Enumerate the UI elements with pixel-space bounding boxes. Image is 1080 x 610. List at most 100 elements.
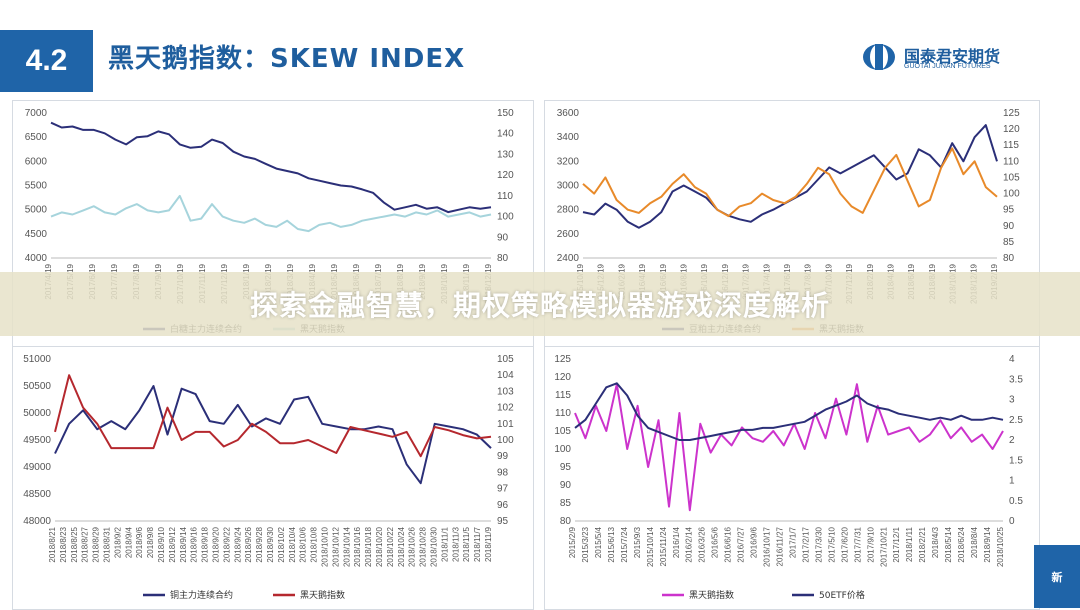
- x-tick-label: 2018/6/24: [957, 526, 966, 562]
- y-right-tick-label: 80: [497, 253, 509, 264]
- x-tick-label: 2018/10/12: [331, 526, 340, 567]
- x-tick-label: 2018/10/14: [342, 526, 351, 567]
- legend-label: 黑天鹅指数: [689, 589, 734, 601]
- y-right-tick-label: 95: [497, 516, 509, 527]
- x-tick-label: 2015/10/14: [646, 526, 655, 567]
- x-tick-label: 2018/9/20: [212, 526, 221, 562]
- x-tick-label: 2018/9/2: [113, 526, 122, 558]
- series-line-0: [50, 121, 492, 214]
- y-right-tick-label: 100: [497, 435, 514, 446]
- y-right-tick-label: 110: [497, 191, 513, 202]
- y-right-tick-label: 103: [497, 386, 514, 397]
- y-right-tick-label: 1.5: [1009, 455, 1023, 466]
- x-tick-label: 2018/10/22: [386, 526, 395, 567]
- x-tick-label: 2016/9/6: [750, 526, 759, 558]
- x-tick-label: 2018/1/11: [905, 526, 914, 562]
- y-left-tick-label: 2600: [557, 229, 580, 240]
- x-tick-label: 2018/9/24: [233, 526, 242, 562]
- y-right-tick-label: 102: [497, 403, 514, 414]
- x-tick-label: 2015/2/9: [568, 526, 577, 558]
- series-line-1: [574, 382, 1004, 441]
- x-tick-label: 2018/9/26: [244, 526, 253, 562]
- y-right-tick-label: 120: [1003, 124, 1020, 135]
- y-left-tick-label: 95: [560, 462, 572, 473]
- x-tick-label: 2016/7/27: [737, 526, 746, 562]
- legend-label: 50ETF价格: [819, 589, 865, 601]
- y-right-tick-label: 99: [497, 451, 509, 462]
- chart-copper-skew: 51000 50500 50000 49500 49000 48500 48000 105 10…: [12, 346, 534, 610]
- y-left-tick-label: 3000: [557, 181, 580, 192]
- y-right-tick-label: 120: [497, 170, 514, 181]
- y-left-tick-label: 90: [560, 480, 572, 491]
- corner-badge: 新: [1034, 545, 1080, 608]
- x-tick-label: 2015/3/23: [581, 526, 590, 562]
- legend-label: 黑天鹅指数: [300, 589, 345, 601]
- x-tick-label: 2018/8/31: [103, 526, 112, 562]
- y-left-tick-label: 51000: [23, 354, 51, 365]
- x-tick-label: 2018/10/28: [419, 526, 428, 567]
- x-tick-label: 2015/5/4: [594, 526, 603, 558]
- x-tick-label: 2017/6/20: [840, 526, 849, 562]
- x-tick-label: 2018/10/4: [288, 526, 297, 562]
- y-left-tick-label: 105: [554, 426, 571, 437]
- x-tick-label: 2018/8/27: [81, 526, 90, 562]
- x-tick-label: 2018/11/9: [484, 526, 493, 562]
- banner-text: 探索金融智慧，期权策略模拟器游戏深度解析: [249, 289, 830, 322]
- x-tick-label: 2018/8/25: [70, 526, 79, 562]
- chart-svg: 51000 50500 50000 49500 49000 48500 48000 105 10…: [23, 354, 514, 601]
- y-left-tick-label: 6500: [25, 132, 48, 143]
- y-right-tick-label: 3.5: [1009, 374, 1023, 385]
- x-tick-label: 2018/10/10: [321, 526, 330, 567]
- y-left-tick-label: 2800: [557, 205, 580, 216]
- chart-svg: 125 120 115 110 105 100 95 90 85 80 4 3.5 3 2.5 2 1.5 1 0…: [554, 354, 1023, 601]
- x-tick-label: 2018/4/3: [931, 526, 940, 558]
- x-tick-label: 2017/3/30: [814, 526, 823, 562]
- x-tick-label: 2018/10/25: [996, 526, 1005, 567]
- x-tick-label: 2018/9/6: [135, 526, 144, 558]
- x-tick-label: 2018/10/30: [430, 526, 439, 567]
- y-right-tick-label: 97: [497, 484, 509, 495]
- x-tick-label: 2018/10/16: [353, 526, 362, 567]
- x-tick-label: 2018/8/23: [59, 526, 68, 562]
- x-tick-label: 2018/9/14: [179, 526, 188, 562]
- x-tick-label: 2016/3/26: [698, 526, 707, 562]
- y-right-tick-label: 140: [497, 129, 514, 140]
- x-tick-label: 2016/1/4: [672, 526, 681, 558]
- x-tick-label: 2018/10/8: [310, 526, 319, 562]
- y-right-tick-label: 85: [1003, 237, 1015, 248]
- company-logo: 国泰君安期货 GUOTAI JUNAN FUTURES: [862, 43, 1032, 73]
- y-right-tick-label: 105: [497, 354, 514, 365]
- y-left-tick-label: 6000: [25, 156, 48, 167]
- section-number: 4.2: [0, 30, 93, 92]
- x-tick-label: 2018/9/28: [255, 526, 264, 562]
- y-left-tick-label: 49000: [23, 462, 51, 473]
- y-right-tick-label: 2.5: [1009, 415, 1023, 426]
- x-tick-label: 2017/10/21: [879, 526, 888, 567]
- series-line-0: [574, 383, 1004, 512]
- x-tick-label: 2018/9/18: [201, 526, 210, 562]
- y-right-tick-label: 90: [497, 232, 509, 243]
- x-tick-label: 2015/9/3: [633, 526, 642, 558]
- y-right-tick-label: 101: [497, 419, 514, 430]
- y-left-tick-label: 48500: [23, 489, 51, 500]
- y-left-tick-label: 3400: [557, 132, 580, 143]
- legend-label: 铜主力连续合约: [170, 589, 233, 601]
- x-tick-label: 2015/7/24: [620, 526, 629, 562]
- x-tick-label: 2017/5/10: [827, 526, 836, 562]
- x-tick-label: 2018/9/16: [190, 526, 199, 562]
- y-left-tick-label: 100: [554, 444, 571, 455]
- y-right-tick-label: 1: [1009, 476, 1015, 487]
- y-right-tick-label: 95: [1003, 205, 1015, 216]
- series-line-1: [582, 147, 998, 218]
- y-left-tick-label: 50000: [23, 408, 51, 419]
- y-left-tick-label: 50500: [23, 381, 51, 392]
- slide-title: 黑天鹅指数：SKEW INDEX: [108, 44, 466, 74]
- x-tick-label: 2018/2/21: [918, 526, 927, 562]
- logo-en-text: GUOTAI JUNAN FUTURES: [904, 63, 991, 70]
- x-tick-label: 2016/6/16: [724, 526, 733, 562]
- y-right-tick-label: 150: [497, 108, 514, 119]
- y-left-tick-label: 4000: [25, 253, 48, 264]
- y-right-tick-label: 104: [497, 370, 514, 381]
- x-tick-label: 2017/12/1: [892, 526, 901, 562]
- x-tick-label: 2018/11/3: [451, 526, 460, 562]
